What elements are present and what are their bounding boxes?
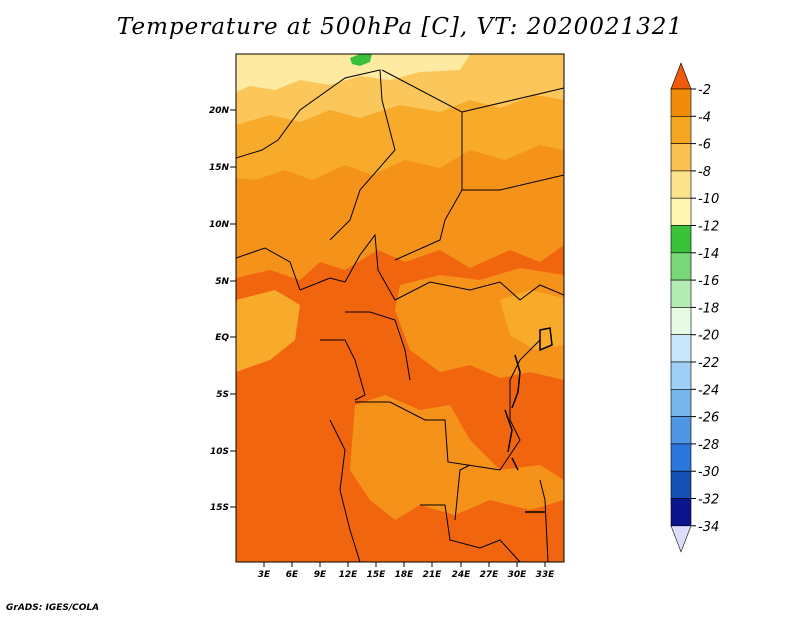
colorbar-label: -26	[698, 411, 719, 426]
lat-label: 20N	[209, 106, 230, 116]
lat-label: 15N	[209, 163, 230, 173]
colorbar-bin	[670, 116, 692, 144]
colorbar-bin	[670, 470, 692, 499]
colorbar-bin	[670, 334, 692, 363]
colorbar-label: -22	[698, 356, 719, 371]
lat-label: 5S	[216, 390, 229, 400]
field-pale-yellow-north	[236, 54, 470, 92]
lat-label: 10S	[210, 447, 229, 457]
latitude-axis	[230, 109, 236, 508]
colorbar-label: -32	[698, 493, 719, 508]
colorbar-label: -6	[698, 138, 711, 153]
colorbar: -2 -4 -6 -8 -10 -12 -14 -16 -18 -20 -22 -24 -26 -28 -3…	[670, 62, 719, 553]
colorbar-bin	[670, 170, 692, 199]
colorbar-bin	[670, 388, 692, 417]
lat-label: 5N	[215, 277, 229, 287]
colorbar-label: -18	[698, 301, 719, 316]
map-title: Temperature at 500hPa [C], VT: 202002132…	[116, 14, 684, 40]
grads-credit: GrADS: IGES/COLA	[6, 603, 100, 613]
lon-label: 6E	[286, 570, 299, 580]
field-light-orange-east	[500, 290, 564, 350]
colorbar-bin	[670, 307, 692, 335]
lon-label: 3E	[258, 570, 271, 580]
lat-label: EQ	[215, 333, 229, 343]
field-green-patch	[350, 54, 372, 66]
colorbar-label: -30	[698, 465, 719, 480]
lat-label: 10N	[209, 220, 230, 230]
colorbar-bin	[670, 279, 692, 308]
colorbar-bin	[670, 498, 692, 527]
country-boundaries	[236, 69, 564, 562]
colorbar-label: -20	[698, 329, 719, 344]
longitude-axis	[263, 562, 546, 567]
colorbar-label: -24	[698, 383, 719, 398]
lon-label: 33E	[536, 570, 556, 580]
colorbar-label: -10	[698, 192, 719, 207]
colorbar-label: -4	[698, 110, 711, 125]
lon-label: 15E	[367, 570, 387, 580]
colorbar-label: -8	[698, 165, 711, 180]
lon-label: 24E	[452, 570, 472, 580]
lon-label: 30E	[508, 570, 528, 580]
colorbar-bin	[670, 197, 692, 226]
colorbar-label: -14	[698, 247, 719, 262]
lon-label: 12E	[339, 570, 359, 580]
field-light-orange-equator	[236, 290, 300, 372]
colorbar-top-arrow	[670, 62, 692, 90]
colorbar-label: -12	[698, 220, 719, 235]
colorbar-bin	[670, 88, 692, 117]
colorbar-label: -34	[698, 520, 719, 535]
colorbar-bottom-arrow	[670, 525, 692, 553]
colorbar-bin	[670, 416, 692, 445]
lon-label: 9E	[314, 570, 327, 580]
temperature-field	[236, 54, 564, 562]
lon-label: 27E	[480, 570, 500, 580]
colorbar-label: -2	[698, 83, 711, 98]
colorbar-bin	[670, 443, 692, 472]
lon-label: 21E	[423, 570, 443, 580]
field-orange-south	[350, 395, 564, 520]
colorbar-label: -16	[698, 274, 719, 289]
colorbar-bin	[670, 225, 692, 254]
lakes	[504, 327, 553, 513]
colorbar-label: -28	[698, 438, 719, 453]
colorbar-bin	[670, 361, 692, 390]
lat-label: 15S	[210, 503, 229, 513]
colorbar-bin	[670, 143, 692, 172]
map-frame	[235, 53, 565, 563]
lon-label: 18E	[395, 570, 415, 580]
colorbar-bin	[670, 252, 692, 281]
